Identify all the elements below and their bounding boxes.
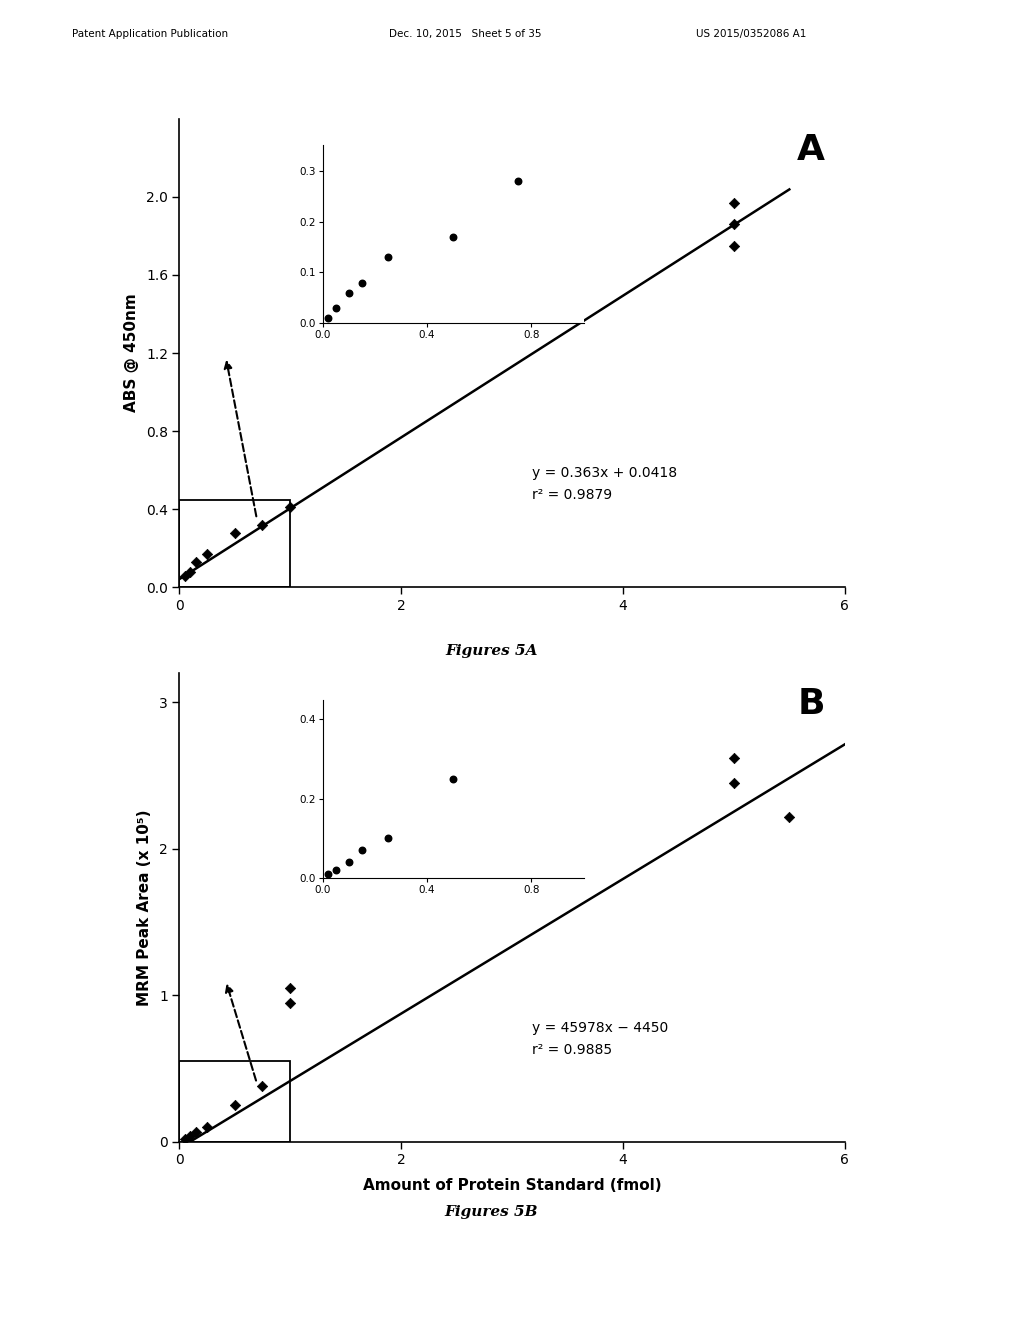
Point (282, 496, 298, 517)
Point (726, 772, 742, 793)
Point (340, 851, 357, 873)
Text: B: B (798, 688, 824, 721)
Text: Dec. 10, 2015   Sheet 5 of 35: Dec. 10, 2015 Sheet 5 of 35 (389, 29, 542, 40)
Point (319, 863, 336, 884)
Text: US 2015/0352086 A1: US 2015/0352086 A1 (696, 29, 807, 40)
Point (226, 523, 243, 544)
Point (182, 561, 199, 582)
Point (187, 552, 204, 573)
Point (328, 297, 344, 318)
Point (199, 544, 215, 565)
Bar (179, 1061, 290, 1142)
Point (726, 193, 742, 214)
Point (510, 170, 526, 191)
Point (176, 1129, 193, 1150)
Point (353, 272, 370, 293)
Point (444, 226, 461, 247)
Y-axis label: ABS @ 450nm: ABS @ 450nm (124, 294, 139, 412)
Point (226, 1094, 243, 1115)
Point (781, 807, 798, 828)
Point (319, 308, 336, 329)
Point (328, 859, 344, 880)
Text: Figures 5A: Figures 5A (445, 644, 538, 657)
Point (176, 565, 193, 586)
Point (340, 282, 357, 304)
Point (282, 978, 298, 999)
Point (353, 840, 370, 861)
Point (726, 214, 742, 235)
Point (199, 1117, 215, 1138)
X-axis label: Amount of Protein Standard (fmol): Amount of Protein Standard (fmol) (362, 1177, 662, 1193)
Text: y = 45978x − 4450
r² = 0.9885: y = 45978x − 4450 r² = 0.9885 (531, 1020, 669, 1056)
Point (380, 247, 396, 268)
Point (182, 1126, 199, 1147)
Point (254, 1076, 270, 1097)
Point (254, 515, 270, 536)
Y-axis label: MRM Peak Area (x 10⁵): MRM Peak Area (x 10⁵) (137, 809, 153, 1006)
Point (726, 747, 742, 768)
Point (282, 993, 298, 1014)
Text: Figures 5B: Figures 5B (444, 1205, 539, 1218)
Text: Patent Application Publication: Patent Application Publication (72, 29, 227, 40)
Point (187, 1121, 204, 1142)
Point (726, 235, 742, 256)
Text: A: A (797, 133, 824, 166)
Bar (179, 499, 290, 587)
Text: y = 0.363x + 0.0418
r² = 0.9879: y = 0.363x + 0.0418 r² = 0.9879 (531, 466, 677, 502)
Point (444, 768, 461, 789)
Point (380, 828, 396, 849)
